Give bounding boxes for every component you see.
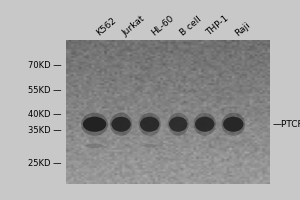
Ellipse shape <box>168 113 189 136</box>
Text: 40KD —: 40KD — <box>28 110 61 119</box>
Ellipse shape <box>83 117 106 132</box>
Text: 25KD —: 25KD — <box>28 159 61 168</box>
Ellipse shape <box>139 113 161 136</box>
Text: 55KD —: 55KD — <box>28 86 61 95</box>
Text: Raji: Raji <box>233 20 252 38</box>
Ellipse shape <box>142 144 157 148</box>
Ellipse shape <box>169 117 188 132</box>
Text: 35KD —: 35KD — <box>28 126 61 135</box>
Ellipse shape <box>221 113 245 136</box>
Ellipse shape <box>110 113 132 136</box>
Ellipse shape <box>81 113 108 136</box>
Text: K562: K562 <box>94 16 118 38</box>
Text: Jurkat: Jurkat <box>121 14 147 38</box>
Ellipse shape <box>223 117 244 132</box>
Text: 70KD —: 70KD — <box>28 61 61 70</box>
Text: —PTCRA: —PTCRA <box>273 120 300 129</box>
Ellipse shape <box>140 117 159 132</box>
Text: HL-60: HL-60 <box>150 14 175 38</box>
Ellipse shape <box>195 117 214 132</box>
Ellipse shape <box>194 113 216 136</box>
Text: THP-1: THP-1 <box>205 14 231 38</box>
Text: B cell: B cell <box>178 15 203 38</box>
Ellipse shape <box>111 117 131 132</box>
Ellipse shape <box>85 144 104 148</box>
